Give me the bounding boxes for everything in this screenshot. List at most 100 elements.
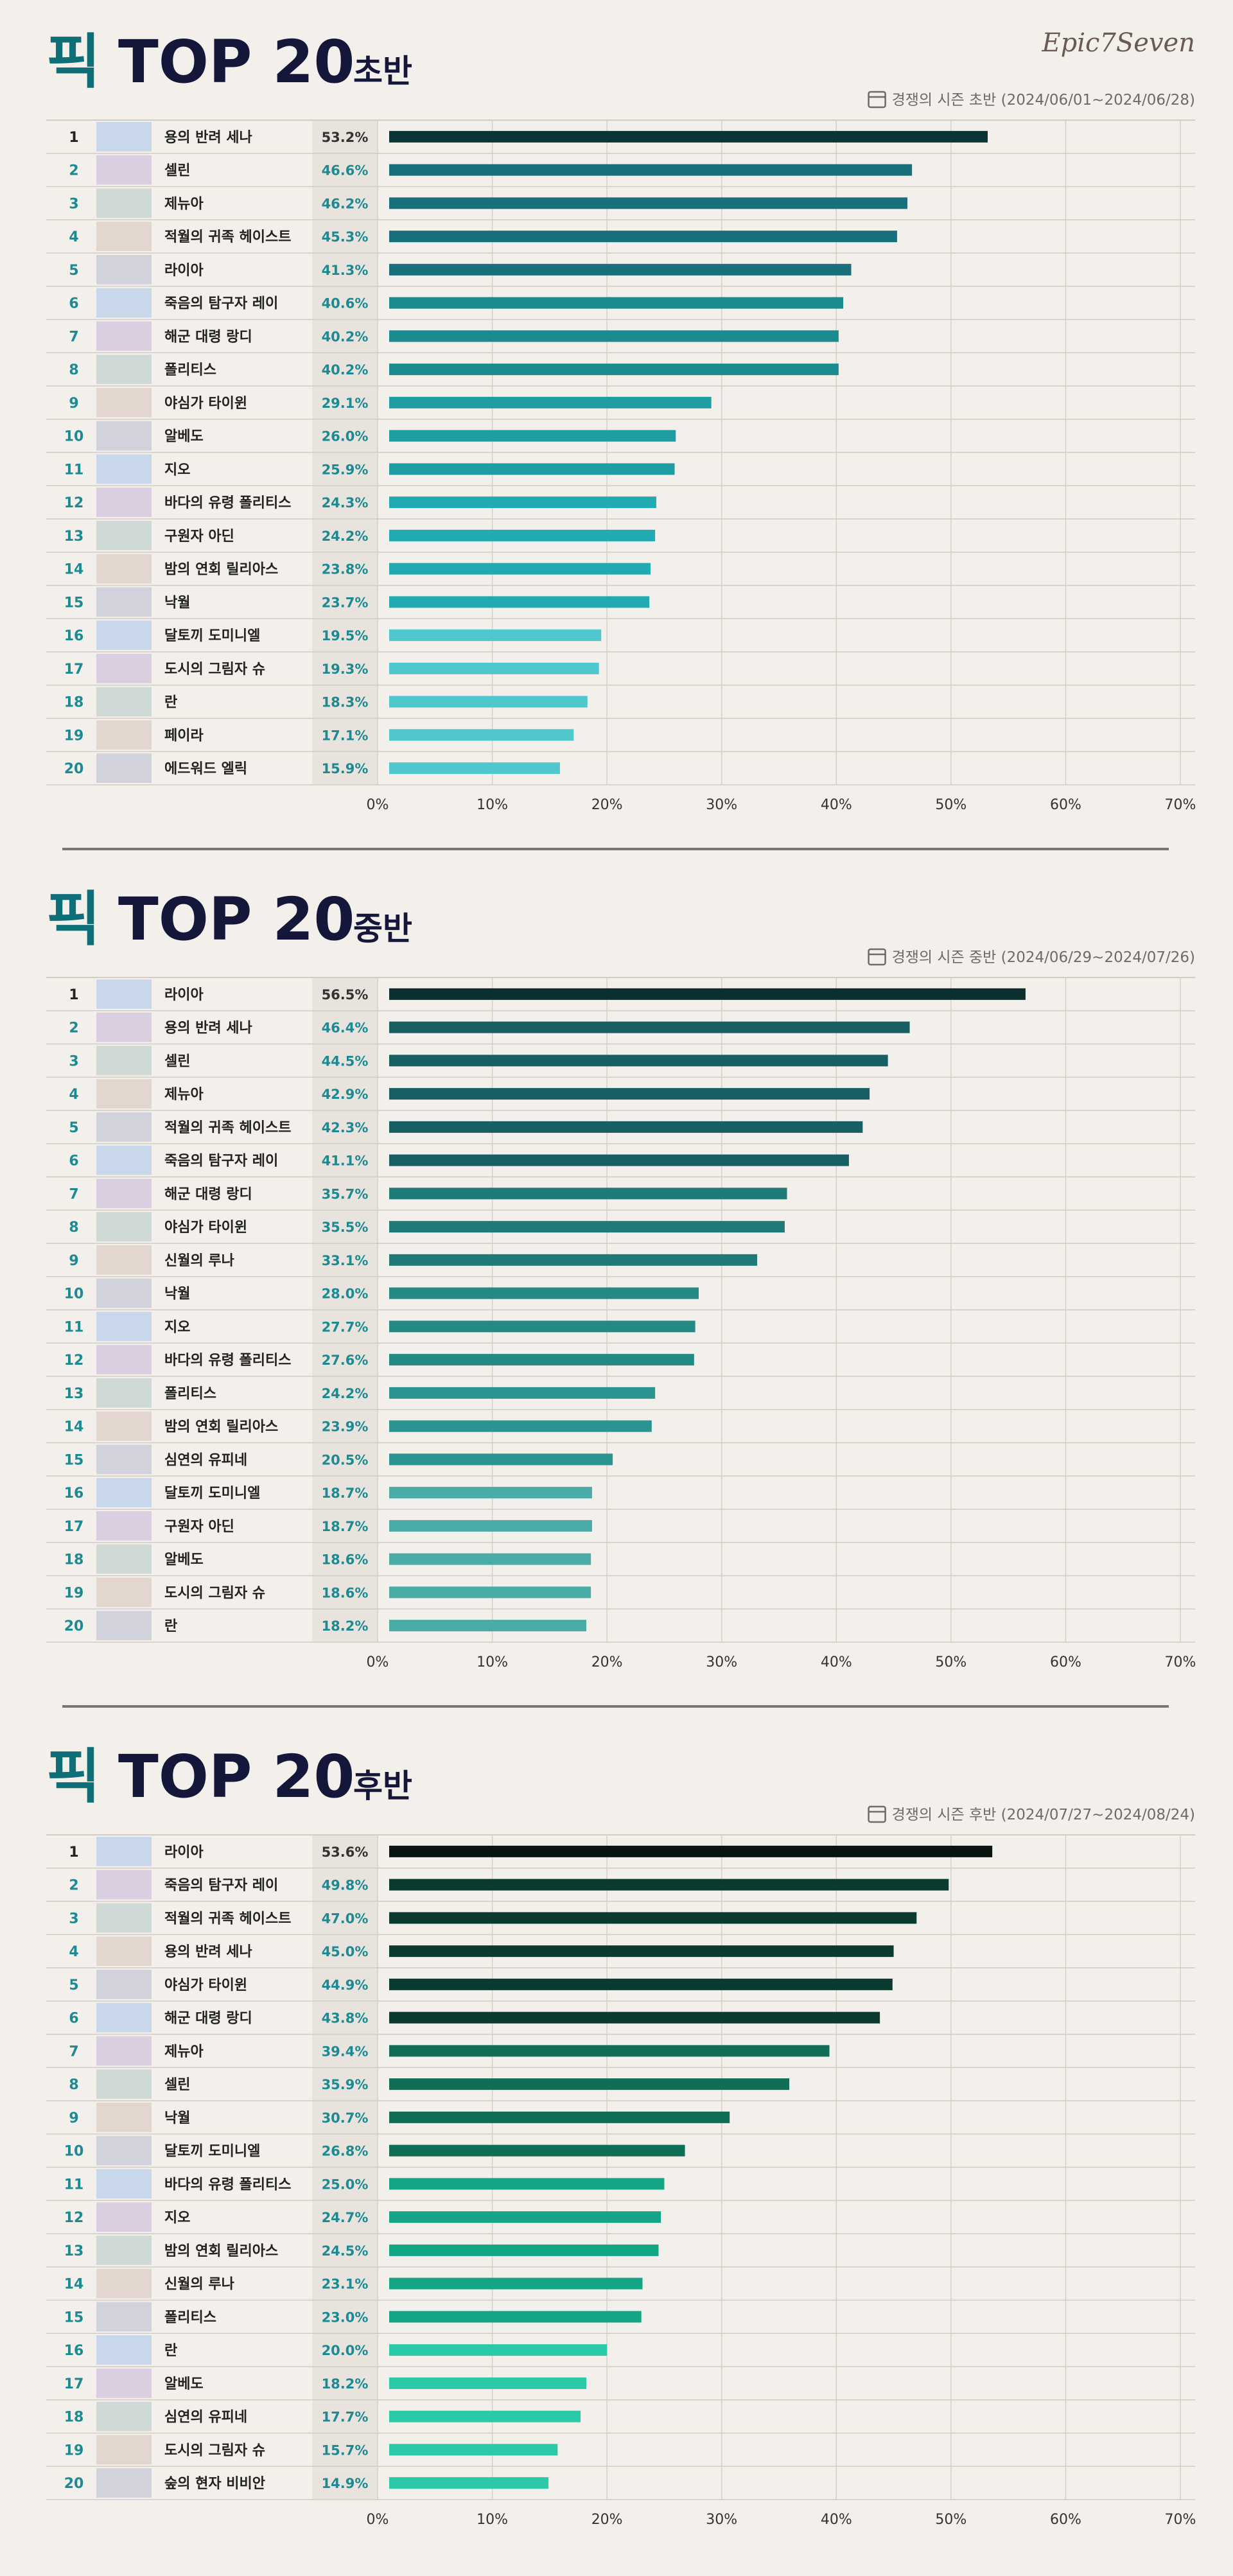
category-label: 바다의 유령 폴리티스 [164, 2177, 291, 2193]
category-label: 해군 대령 랑디 [164, 2011, 252, 2027]
value-label: 28.0% [322, 1286, 369, 1302]
value-label: 24.2% [322, 529, 369, 544]
x-tick-label: 40% [821, 797, 852, 813]
bar [389, 1055, 888, 1067]
category-label: 숲의 현자 비비안 [164, 2476, 265, 2492]
title-mark: 픽 [46, 28, 101, 96]
value-label: 44.9% [322, 1977, 369, 1993]
value-label: 42.9% [322, 1087, 369, 1102]
rank-label: 13 [64, 529, 84, 545]
rank-label: 9 [69, 2110, 78, 2126]
rank-label: 18 [64, 1552, 84, 1568]
rank-label: 1 [69, 987, 78, 1003]
x-tick-label: 20% [591, 797, 623, 813]
rank-label: 13 [64, 1386, 84, 1402]
category-label: 낙월 [164, 1286, 190, 1302]
bar [389, 2277, 643, 2290]
category-label: 야심가 타이윈 [164, 396, 247, 412]
rank-label: 2 [69, 1878, 78, 1894]
x-tick-label: 30% [706, 797, 737, 813]
category-label: 죽음의 탐구자 레이 [164, 1153, 278, 1170]
category-label: 라이아 [164, 987, 204, 1003]
value-label: 23.8% [322, 562, 369, 577]
bar [389, 1354, 694, 1366]
avatar [96, 1345, 152, 1374]
bar [389, 696, 588, 708]
rank-label: 6 [69, 296, 78, 312]
bar [389, 396, 712, 408]
avatar [96, 355, 152, 384]
category-label: 용의 반려 세나 [164, 1021, 252, 1037]
category-label: 지오 [164, 462, 190, 478]
rank-label: 19 [64, 2442, 84, 2458]
category-label: 라이아 [164, 263, 204, 279]
value-label: 27.7% [322, 1319, 369, 1335]
avatar [96, 687, 152, 717]
avatar [96, 188, 152, 218]
value-label: 19.5% [322, 628, 369, 644]
value-label: 41.1% [322, 1153, 369, 1169]
x-tick-label: 50% [935, 2512, 966, 2528]
bar [389, 1520, 592, 1532]
rank-label: 13 [64, 2243, 84, 2259]
avatar [96, 521, 152, 550]
avatar [96, 2002, 152, 2033]
avatar [96, 1012, 152, 1042]
category-label: 신월의 루나 [164, 1253, 234, 1269]
value-label: 33.1% [322, 1253, 369, 1268]
avatar [96, 2435, 152, 2465]
rank-label: 5 [69, 1120, 78, 1136]
value-label: 18.2% [322, 2376, 369, 2392]
bar [389, 629, 602, 642]
category-label: 제뉴아 [164, 2044, 204, 2060]
bar [389, 529, 656, 541]
value-label: 46.6% [322, 163, 369, 179]
avatar [96, 1245, 152, 1275]
avatar [96, 1378, 152, 1408]
category-label: 해군 대령 랑디 [164, 1186, 252, 1202]
bar [389, 1420, 652, 1432]
rank-label: 20 [64, 761, 84, 777]
value-label: 44.5% [322, 1053, 369, 1069]
category-label: 도시의 그림자 슈 [164, 2442, 265, 2458]
calendar-icon [868, 91, 886, 109]
category-label: 셀린 [164, 163, 190, 179]
value-label: 23.9% [322, 1419, 369, 1435]
rank-label: 15 [64, 2309, 84, 2326]
value-label: 24.5% [322, 2243, 369, 2259]
category-label: 야심가 타이윈 [164, 1977, 247, 1993]
value-label: 23.7% [322, 595, 369, 610]
value-label: 19.3% [322, 662, 369, 677]
category-label: 신월의 루나 [164, 2277, 234, 2293]
value-label: 20.0% [322, 2343, 369, 2358]
x-tick-label: 30% [706, 1654, 737, 1670]
avatar [96, 753, 152, 783]
bar [389, 330, 839, 342]
value-label: 40.6% [322, 296, 369, 311]
avatar [96, 2468, 152, 2498]
category-label: 란 [164, 1618, 177, 1634]
bar [389, 1121, 863, 1133]
value-label: 39.4% [322, 2044, 369, 2059]
rank-label: 14 [64, 562, 84, 578]
bar [389, 1187, 787, 1200]
rank-label: 17 [64, 2376, 84, 2392]
bar [389, 2011, 880, 2024]
x-tick-label: 50% [935, 1654, 966, 1670]
rank-label: 5 [69, 1977, 78, 1993]
avatar [96, 2401, 152, 2431]
value-label: 49.8% [322, 1878, 369, 1893]
chart-title: TOP 20 [118, 885, 354, 954]
avatar [96, 321, 152, 351]
value-label: 25.9% [322, 462, 369, 477]
bar [389, 1586, 591, 1599]
bar [389, 297, 843, 309]
category-label: 제뉴아 [164, 1087, 204, 1103]
value-label: 43.8% [322, 2011, 369, 2026]
value-label: 35.5% [322, 1220, 369, 1235]
x-tick-label: 60% [1050, 2512, 1081, 2528]
rank-label: 10 [64, 429, 84, 445]
avatar [96, 1178, 152, 1209]
bar [389, 2111, 730, 2123]
value-label: 41.3% [322, 263, 369, 278]
